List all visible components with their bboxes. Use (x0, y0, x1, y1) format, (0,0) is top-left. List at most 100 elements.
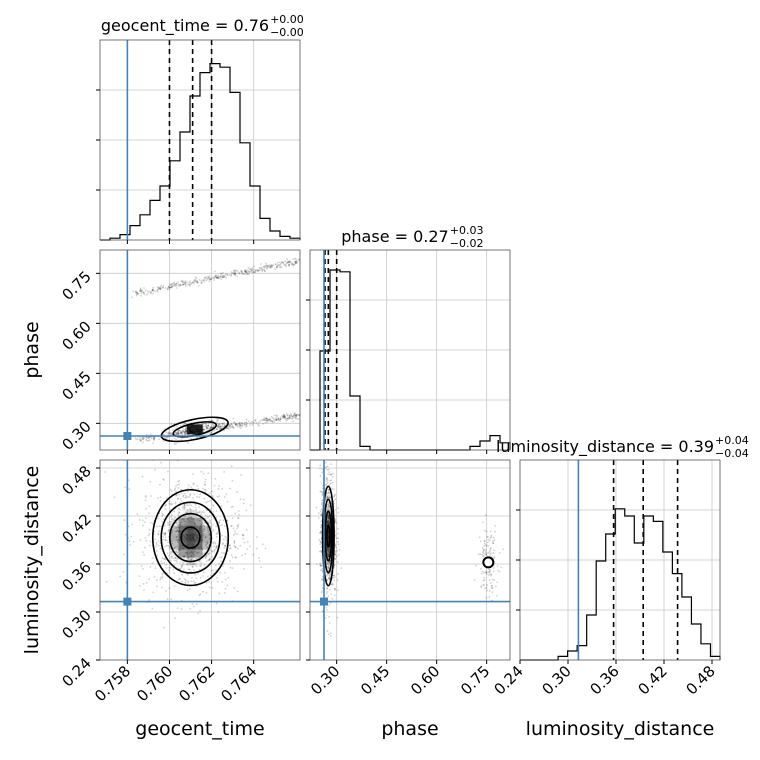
sample-point (489, 536, 492, 539)
sample-point (246, 423, 249, 425)
sample-point (156, 286, 159, 289)
sample-point (291, 263, 294, 266)
sample-point (176, 529, 179, 531)
sample-point (274, 417, 277, 419)
sample-point (474, 564, 477, 567)
sample-point (213, 484, 216, 487)
title-luminosity_distance: luminosity_distance = 0.39 +0.04−0.04 (496, 434, 749, 460)
sample-point (234, 423, 237, 426)
sample-point (209, 557, 211, 560)
sample-point (234, 270, 237, 273)
sample-point (171, 557, 174, 560)
sample-point (279, 418, 282, 421)
sample-point (278, 264, 281, 267)
sample-point (162, 478, 165, 481)
sample-point (218, 277, 220, 280)
sample-point (319, 564, 322, 567)
sample-point (223, 591, 226, 594)
sample-point (167, 529, 170, 531)
sample-point (136, 291, 138, 294)
sample-point (243, 423, 246, 426)
sample-point (249, 424, 251, 427)
sample-point (190, 554, 193, 557)
sample-point (167, 432, 169, 435)
sample-point (176, 560, 178, 563)
sample-point (222, 538, 225, 541)
sample-point (129, 544, 132, 546)
sample-point (239, 544, 242, 547)
sample-point (187, 568, 190, 571)
sample-point (244, 270, 246, 273)
sample-point (140, 565, 143, 568)
sample-point (143, 291, 145, 294)
sample-point (191, 576, 193, 579)
sample-point (190, 555, 193, 558)
sample-point (334, 534, 337, 537)
sample-point (175, 432, 178, 435)
sample-point (196, 280, 198, 283)
sample-point (162, 538, 164, 541)
sample-point (218, 428, 221, 431)
sample-point (153, 437, 155, 440)
sample-point (216, 276, 219, 279)
sample-point (502, 548, 505, 551)
sample-point (184, 552, 187, 554)
sample-point (208, 419, 211, 422)
sample-point (205, 536, 207, 539)
sample-point (152, 286, 155, 289)
sample-point (212, 425, 215, 428)
sample-point (260, 263, 262, 265)
y-tick-label: 0.24 (58, 654, 94, 690)
title-sub: −0.02 (450, 237, 484, 250)
sample-point (172, 572, 175, 575)
sample-point (333, 579, 336, 582)
sample-point (217, 611, 220, 613)
density-cell (178, 533, 187, 542)
sample-point (321, 502, 324, 505)
contour-line (160, 501, 221, 574)
sample-point (225, 493, 228, 496)
sample-point (164, 532, 166, 535)
sample-point (275, 266, 278, 268)
sample-point (146, 436, 149, 439)
sample-point (254, 270, 257, 273)
sample-point (218, 521, 221, 524)
sample-point (189, 558, 192, 561)
sample-point (165, 567, 168, 569)
sample-point (274, 263, 277, 265)
sample-point (234, 271, 236, 274)
sample-point (156, 579, 158, 581)
sample-point (480, 568, 482, 570)
sample-point (195, 551, 198, 554)
sample-point (485, 573, 488, 575)
sample-point (204, 514, 207, 517)
y-tick-label: 0.30 (58, 417, 94, 453)
sample-point (143, 287, 145, 289)
sample-point (184, 429, 186, 431)
sample-point (484, 554, 487, 556)
sample-point (202, 571, 205, 574)
sample-point (168, 500, 171, 503)
sample-point (484, 550, 487, 553)
sample-point (215, 275, 217, 277)
sample-point (283, 416, 286, 419)
sample-point (206, 427, 209, 429)
sample-point (221, 276, 224, 279)
sample-point (173, 283, 176, 286)
sample-point (210, 277, 212, 279)
sample-point (264, 264, 267, 267)
density-cell (178, 549, 187, 558)
sample-point (184, 426, 187, 429)
sample-point (174, 433, 177, 436)
sample-point (283, 414, 286, 417)
sample-point (174, 527, 177, 529)
sample-point (185, 285, 187, 287)
sample-point (321, 564, 324, 567)
sample-point (169, 432, 172, 435)
sample-point (148, 436, 151, 439)
sample-point (189, 492, 192, 495)
sample-point (197, 457, 199, 459)
sample-point (222, 275, 225, 278)
sample-point (194, 523, 197, 526)
sample-point (286, 418, 289, 420)
